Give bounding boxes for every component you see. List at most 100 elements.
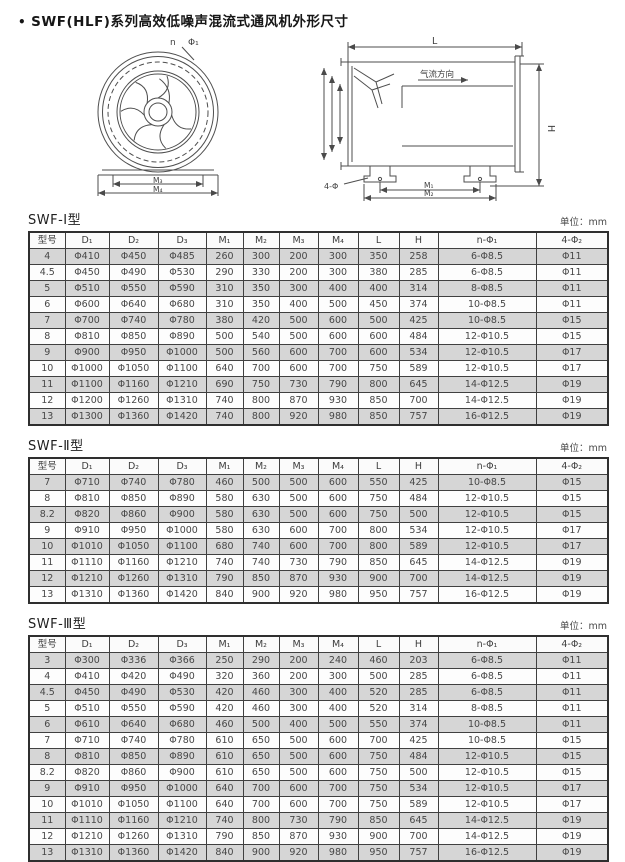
table-cell: Φ1310 bbox=[157, 570, 207, 587]
table-cell: Φ15 bbox=[535, 506, 609, 523]
table-cell: 800 bbox=[357, 522, 400, 539]
table-cell: 800 bbox=[242, 392, 280, 409]
table-cell: 400 bbox=[357, 280, 400, 297]
table-cell: Φ1050 bbox=[108, 796, 159, 813]
table-cell: 600 bbox=[278, 344, 319, 361]
table-cell: Φ1000 bbox=[64, 360, 110, 377]
table-cell: 730 bbox=[278, 812, 319, 829]
table-cell: 980 bbox=[317, 408, 359, 426]
column-header: 4-Φ₂ bbox=[535, 457, 609, 475]
table-cell: 300 bbox=[278, 684, 319, 701]
table-cell: 750 bbox=[357, 490, 400, 507]
table-cell: 11 bbox=[28, 554, 66, 571]
table-cell: Φ860 bbox=[108, 506, 159, 523]
unit-label: 单位：mm bbox=[559, 217, 607, 228]
table-cell: 930 bbox=[317, 392, 359, 409]
table-row: 8 Φ810 Φ850 Φ890 610 650 500 600 750 484 12-Φ10.5 Φ… bbox=[28, 748, 609, 765]
table-cell: 750 bbox=[242, 376, 280, 393]
table-cell: 750 bbox=[357, 764, 400, 781]
table-cell: Φ740 bbox=[108, 312, 159, 329]
table-cell: 600 bbox=[278, 796, 319, 813]
table-cell: Φ19 bbox=[535, 844, 609, 862]
table-row: 4.5 Φ450 Φ490 Φ530 420 460 300 400 520 285 6-Φ8.5 Φ… bbox=[28, 684, 609, 701]
table-cell: 7 bbox=[28, 312, 66, 329]
table-cell: 800 bbox=[357, 376, 400, 393]
table-cell: 10-Φ8.5 bbox=[437, 474, 537, 491]
table-cell: Φ910 bbox=[64, 780, 110, 797]
table-cell: 425 bbox=[398, 474, 439, 491]
table-cell: 740 bbox=[205, 812, 244, 829]
table-cell: 930 bbox=[317, 570, 359, 587]
unit-label: 单位：mm bbox=[559, 443, 607, 454]
table-cell: Φ11 bbox=[535, 716, 609, 733]
table-cell: Φ19 bbox=[535, 554, 609, 571]
table-row: 13 Φ1300 Φ1360 Φ1420 740 800 920 980 850 757 16-Φ1… bbox=[28, 408, 609, 426]
table-cell: Φ910 bbox=[64, 522, 110, 539]
table-cell: Φ17 bbox=[535, 538, 609, 555]
table-cell: 300 bbox=[317, 248, 359, 265]
table-cell: Φ490 bbox=[108, 684, 159, 701]
table-cell: 850 bbox=[357, 408, 400, 426]
table-cell: 200 bbox=[278, 264, 319, 281]
table-cell: Φ1160 bbox=[108, 376, 159, 393]
table-cell: 630 bbox=[242, 522, 280, 539]
table-row: 4 Φ410 Φ420 Φ490 320 360 200 300 500 285 6-Φ8.5 Φ11 bbox=[28, 668, 609, 685]
table-cell: 14-Φ12.5 bbox=[437, 554, 537, 571]
table-cell: 11 bbox=[28, 376, 66, 393]
table-cell: 610 bbox=[205, 764, 244, 781]
table-cell: Φ11 bbox=[535, 296, 609, 313]
column-header: D₃ bbox=[157, 231, 207, 249]
table-row: 13 Φ1310 Φ1360 Φ1420 840 900 920 980 950 757 16-Φ1… bbox=[28, 844, 609, 862]
table-cell: Φ15 bbox=[535, 490, 609, 507]
column-header: M₁ bbox=[205, 457, 244, 475]
table-cell: 740 bbox=[205, 392, 244, 409]
table-cell: Φ300 bbox=[64, 652, 110, 669]
column-header: n-Φ₁ bbox=[437, 457, 537, 475]
table-cell: Φ950 bbox=[108, 522, 159, 539]
table-cell: Φ1050 bbox=[108, 538, 159, 555]
table-cell: Φ1000 bbox=[157, 780, 207, 797]
table-cell: 314 bbox=[398, 280, 439, 297]
table-cell: 500 bbox=[205, 328, 244, 345]
table-cell: 258 bbox=[398, 248, 439, 265]
table-cell: 640 bbox=[205, 780, 244, 797]
table-row: 8.2 Φ820 Φ860 Φ900 610 650 500 600 750 500 12-Φ10.… bbox=[28, 764, 609, 781]
table-cell: 374 bbox=[398, 716, 439, 733]
table-cell: 12-Φ10.5 bbox=[437, 506, 537, 523]
table-cell: 750 bbox=[357, 780, 400, 797]
table-cell: Φ1420 bbox=[157, 844, 207, 862]
table-cell: 580 bbox=[205, 506, 244, 523]
table-cell: 790 bbox=[205, 828, 244, 845]
column-header: D₁ bbox=[64, 457, 110, 475]
table-cell: 950 bbox=[357, 844, 400, 862]
table-cell: 500 bbox=[278, 732, 319, 749]
table-cell: Φ1160 bbox=[108, 554, 159, 571]
table-cell: Φ1210 bbox=[157, 812, 207, 829]
table-cell: 450 bbox=[357, 296, 400, 313]
table-row: 10 Φ1000 Φ1050 Φ1100 640 700 600 700 750 589 12-Φ1… bbox=[28, 360, 609, 377]
table-cell: 534 bbox=[398, 780, 439, 797]
fan-front-view-drawing: n Φ₁ M₃ M₄ bbox=[66, 38, 258, 196]
table-cell: 700 bbox=[242, 780, 280, 797]
table-cell: 700 bbox=[317, 796, 359, 813]
table-row: 5 Φ510 Φ550 Φ590 310 350 300 400 400 314 8-Φ8.5 Φ11 bbox=[28, 280, 609, 297]
table-cell: Φ11 bbox=[535, 700, 609, 717]
table-cell: 6 bbox=[28, 296, 66, 313]
table-cell: 600 bbox=[317, 490, 359, 507]
section-title-swf-1: SWF-Ⅰ型 bbox=[28, 213, 82, 228]
table-cell: Φ1310 bbox=[157, 392, 207, 409]
table-cell: 200 bbox=[278, 248, 319, 265]
table-cell: 14-Φ12.5 bbox=[437, 828, 537, 845]
table-cell: Φ17 bbox=[535, 522, 609, 539]
table-cell: 589 bbox=[398, 360, 439, 377]
table-cell: 500 bbox=[317, 716, 359, 733]
table-cell: 240 bbox=[317, 652, 359, 669]
table-cell: 645 bbox=[398, 554, 439, 571]
table-cell: Φ11 bbox=[535, 264, 609, 281]
table-cell: Φ1100 bbox=[157, 796, 207, 813]
table-row: 12 Φ1200 Φ1260 Φ1310 740 800 870 930 850 700 14-Φ1… bbox=[28, 392, 609, 409]
table-cell: 250 bbox=[205, 652, 244, 669]
table-cell: Φ1100 bbox=[64, 376, 110, 393]
table-cell: 640 bbox=[205, 360, 244, 377]
